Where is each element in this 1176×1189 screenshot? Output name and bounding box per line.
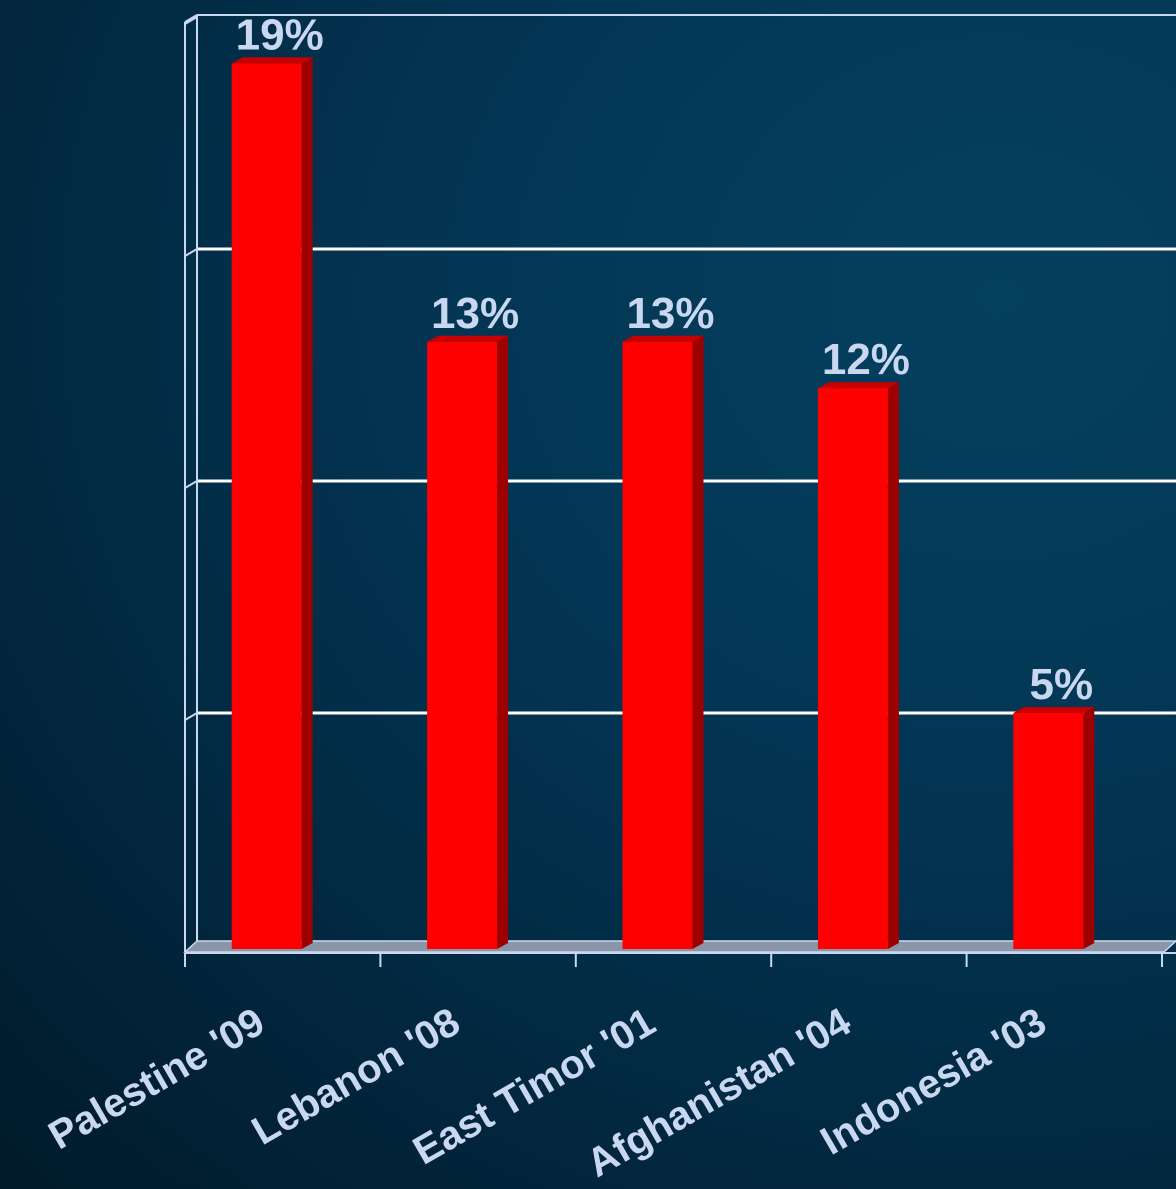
wall-gridline bbox=[184, 712, 198, 721]
wall-gridline bbox=[184, 248, 198, 257]
bar-side bbox=[692, 335, 704, 949]
bar-top bbox=[817, 382, 899, 389]
value-labels: 19% 13% 13% 12% 5% bbox=[236, 10, 1093, 709]
bar-side bbox=[301, 57, 313, 949]
value-label: 19% bbox=[236, 10, 324, 59]
bar bbox=[231, 63, 302, 949]
bar bbox=[427, 341, 498, 949]
bar-top bbox=[427, 335, 509, 342]
bar-side bbox=[887, 382, 899, 949]
bar-side bbox=[1083, 707, 1095, 949]
wall-gridline bbox=[184, 16, 198, 25]
x-axis-ticks bbox=[184, 953, 1163, 967]
bar-top bbox=[1013, 707, 1095, 713]
bar-top bbox=[231, 57, 313, 64]
value-label: 13% bbox=[626, 289, 714, 338]
bar bbox=[1013, 713, 1084, 949]
wall-gridline bbox=[184, 480, 198, 489]
bar-side bbox=[497, 335, 509, 949]
value-label: 12% bbox=[822, 335, 910, 384]
bar-top bbox=[622, 335, 704, 342]
bar bbox=[817, 388, 888, 949]
value-label: 5% bbox=[1030, 660, 1094, 709]
bars bbox=[231, 57, 1095, 949]
value-label: 13% bbox=[431, 289, 519, 338]
bar bbox=[622, 341, 693, 949]
x-tick-label: Palestine '09 bbox=[41, 1000, 272, 1158]
wall-top-edge bbox=[184, 14, 198, 23]
